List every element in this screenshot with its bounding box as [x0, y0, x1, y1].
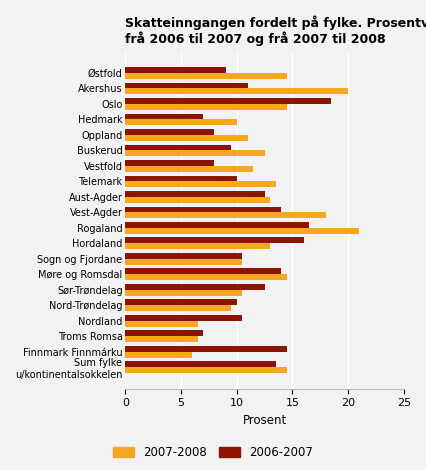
Bar: [125, 253, 242, 259]
Bar: [125, 150, 265, 157]
Bar: [125, 346, 287, 352]
Bar: [125, 135, 248, 141]
Bar: [125, 212, 326, 218]
Bar: [125, 268, 281, 274]
Bar: [125, 73, 287, 79]
Bar: [125, 290, 242, 296]
Bar: [125, 166, 253, 172]
Bar: [125, 83, 248, 88]
Bar: [125, 352, 192, 358]
Bar: [125, 222, 309, 228]
Text: Skatteinngangen fordelt på fylke. Prosentvis endring januar-juli
frå 2006 til 20: Skatteinngangen fordelt på fylke. Prosen…: [125, 15, 426, 47]
Bar: [125, 129, 214, 135]
Bar: [125, 119, 237, 125]
Legend: 2007-2008, 2006-2007: 2007-2008, 2006-2007: [108, 442, 318, 464]
Bar: [125, 337, 198, 342]
Bar: [125, 181, 276, 188]
Bar: [125, 330, 203, 337]
Bar: [125, 191, 265, 197]
Bar: [125, 274, 287, 280]
Bar: [125, 206, 281, 212]
Bar: [125, 321, 198, 327]
Bar: [125, 361, 276, 368]
Bar: [125, 145, 231, 150]
Bar: [125, 160, 214, 166]
Bar: [125, 104, 287, 110]
Bar: [125, 299, 237, 306]
Bar: [125, 315, 242, 321]
Bar: [125, 88, 348, 94]
Bar: [125, 306, 231, 311]
Bar: [125, 237, 304, 243]
Bar: [125, 67, 226, 73]
Bar: [125, 98, 331, 104]
Bar: [125, 197, 270, 203]
Bar: [125, 368, 287, 373]
Bar: [125, 284, 265, 290]
Bar: [125, 228, 360, 234]
Bar: [125, 259, 242, 265]
Bar: [125, 175, 237, 181]
Bar: [125, 114, 203, 119]
Bar: [125, 243, 270, 249]
X-axis label: Prosent: Prosent: [242, 414, 287, 427]
